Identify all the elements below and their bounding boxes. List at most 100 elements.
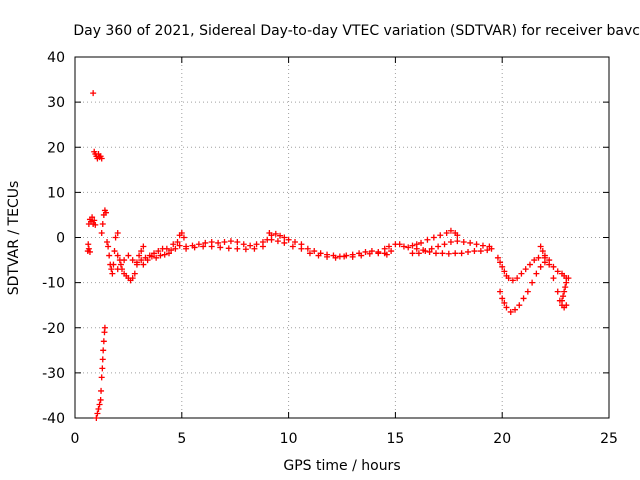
data-point	[90, 90, 97, 97]
data-point	[516, 302, 523, 309]
data-point	[138, 257, 145, 264]
data-point	[430, 234, 437, 241]
data-point	[505, 275, 512, 282]
data-point	[117, 261, 124, 268]
data-point	[420, 247, 427, 254]
data-point	[104, 239, 111, 246]
data-point	[174, 239, 181, 246]
data-marks	[84, 90, 572, 421]
data-point	[215, 239, 222, 246]
x-axis-label: GPS time / hours	[283, 458, 400, 474]
data-point	[101, 324, 108, 331]
y-tick-label: 10	[47, 185, 65, 201]
data-point	[341, 253, 348, 260]
data-point	[234, 245, 241, 252]
data-point	[289, 243, 296, 250]
data-point	[529, 279, 536, 286]
data-point	[98, 229, 105, 236]
data-point	[102, 209, 109, 216]
data-point	[484, 247, 491, 254]
data-point	[512, 306, 519, 313]
data-point	[381, 245, 388, 252]
data-point	[388, 248, 395, 255]
data-point	[161, 251, 168, 258]
data-point	[99, 220, 106, 227]
data-point	[138, 248, 145, 255]
data-point	[432, 250, 439, 257]
data-point	[443, 229, 450, 236]
data-point	[183, 245, 190, 252]
data-point	[405, 244, 412, 251]
y-axis-label: SDTVAR / TECUs	[6, 181, 22, 296]
data-point	[202, 239, 209, 246]
data-point	[311, 248, 318, 255]
data-point	[477, 248, 484, 255]
data-point	[304, 245, 311, 252]
data-point	[108, 266, 115, 273]
data-point	[454, 232, 461, 239]
data-point	[281, 234, 288, 241]
data-point	[550, 263, 557, 270]
x-tick-label: 20	[493, 431, 511, 447]
data-point	[242, 246, 249, 253]
data-point	[546, 257, 553, 264]
data-point	[281, 239, 288, 246]
data-point	[253, 241, 260, 248]
data-point	[277, 232, 284, 239]
data-point	[452, 250, 459, 257]
data-point	[176, 242, 183, 249]
data-point	[195, 241, 202, 248]
data-point	[98, 387, 105, 394]
chart-title: Day 360 of 2021, Sidereal Day-to-day VTE…	[73, 23, 640, 39]
data-point	[358, 252, 365, 259]
data-point	[292, 239, 299, 246]
y-tick-label: -30	[42, 366, 65, 382]
data-point	[234, 239, 241, 246]
data-point	[514, 275, 521, 282]
data-point	[473, 241, 480, 248]
data-point	[100, 338, 107, 345]
data-point	[110, 261, 117, 268]
data-point	[465, 248, 472, 255]
data-point	[497, 288, 504, 295]
data-point	[428, 245, 435, 252]
data-point	[217, 244, 224, 251]
data-point	[349, 253, 356, 260]
data-point	[437, 232, 444, 239]
data-point	[499, 263, 506, 270]
data-point	[520, 295, 527, 302]
data-point	[100, 347, 107, 354]
data-point	[518, 270, 525, 277]
data-point	[172, 245, 179, 252]
data-point	[99, 365, 106, 372]
data-point	[168, 247, 175, 254]
data-point	[332, 254, 339, 261]
data-point	[247, 242, 254, 249]
data-point	[274, 238, 281, 245]
data-point	[121, 257, 128, 264]
data-point	[554, 288, 561, 295]
y-tick-label: 0	[56, 231, 65, 247]
data-point	[131, 270, 138, 277]
data-point	[99, 356, 106, 363]
data-point	[533, 270, 540, 277]
data-point	[479, 242, 486, 249]
data-point	[445, 250, 452, 257]
data-point	[426, 248, 433, 255]
y-tick-label: -40	[42, 411, 65, 427]
data-point	[499, 295, 506, 302]
data-point	[501, 268, 508, 275]
data-point	[140, 243, 147, 250]
y-tick-label: -10	[42, 276, 65, 292]
data-point	[415, 250, 422, 257]
x-tick-label: 25	[600, 431, 618, 447]
grid-lines	[75, 57, 609, 418]
data-point	[98, 374, 105, 381]
data-point	[447, 239, 454, 246]
y-tick-label: -20	[42, 321, 65, 337]
data-point	[424, 236, 431, 243]
data-point	[471, 248, 478, 255]
data-point	[144, 257, 151, 264]
data-point	[537, 243, 544, 250]
data-point	[153, 254, 160, 261]
